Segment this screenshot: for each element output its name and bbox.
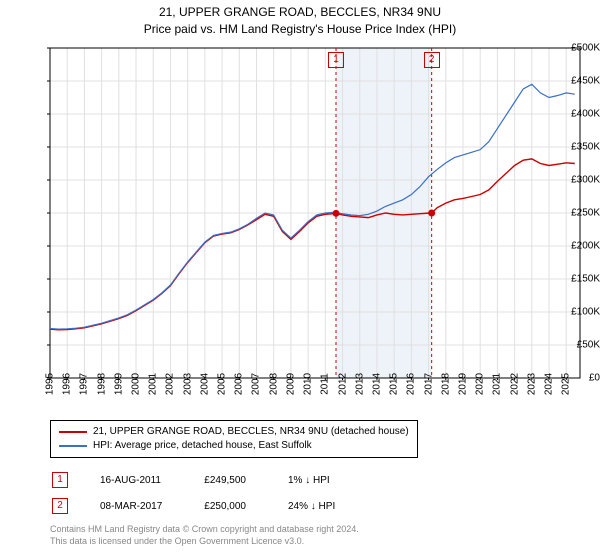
- sale-date: 08-MAR-2017: [80, 494, 202, 518]
- chart-legend: 21, UPPER GRANGE ROAD, BECCLES, NR34 9NU…: [50, 420, 418, 458]
- x-tick-label: 2018: [440, 373, 451, 395]
- y-tick-label: £400K: [556, 109, 600, 120]
- y-tick-label: £200K: [556, 241, 600, 252]
- x-tick-label: 2015: [389, 373, 400, 395]
- series-hpi: [50, 84, 575, 329]
- sale-delta: 1% ↓ HPI: [288, 468, 345, 492]
- y-tick-label: £450K: [556, 76, 600, 87]
- x-tick-label: 2014: [371, 373, 382, 395]
- x-tick-label: 2024: [544, 373, 555, 395]
- legend-label: 21, UPPER GRANGE ROAD, BECCLES, NR34 9NU…: [93, 425, 409, 439]
- legend-item: HPI: Average price, detached house, East…: [59, 439, 409, 453]
- x-tick-label: 2012: [337, 373, 348, 395]
- x-tick-label: 2023: [526, 373, 537, 395]
- y-tick-label: £100K: [556, 307, 600, 318]
- legend-label: HPI: Average price, detached house, East…: [93, 439, 312, 453]
- sale-marker-badge: 2: [52, 498, 68, 514]
- x-tick-label: 2005: [217, 373, 228, 395]
- series-property: [50, 159, 575, 330]
- x-tick-label: 2016: [406, 373, 417, 395]
- x-tick-label: 2009: [285, 373, 296, 395]
- x-tick-label: 2021: [492, 373, 503, 395]
- x-tick-label: 2004: [199, 373, 210, 395]
- x-tick-label: 1998: [96, 373, 107, 395]
- x-tick-label: 2001: [148, 373, 159, 395]
- y-tick-label: £300K: [556, 175, 600, 186]
- sale-row: 2 08-MAR-2017£250,00024% ↓ HPI: [52, 494, 345, 518]
- y-tick-label: £500K: [556, 43, 600, 54]
- x-tick-label: 2000: [131, 373, 142, 395]
- sale-price: £249,500: [204, 468, 286, 492]
- sale-marker-2: 2: [424, 52, 440, 68]
- x-tick-label: 1996: [62, 373, 73, 395]
- legend-item: 21, UPPER GRANGE ROAD, BECCLES, NR34 9NU…: [59, 425, 409, 439]
- x-tick-label: 2007: [251, 373, 262, 395]
- x-tick-label: 2003: [182, 373, 193, 395]
- x-tick-label: 2022: [509, 373, 520, 395]
- legend-swatch: [59, 445, 87, 447]
- x-tick-label: 2020: [475, 373, 486, 395]
- legend-swatch: [59, 431, 87, 433]
- y-tick-label: £250K: [556, 208, 600, 219]
- sale-delta: 24% ↓ HPI: [288, 494, 345, 518]
- sale-date: 16-AUG-2011: [80, 468, 202, 492]
- x-tick-label: 2006: [234, 373, 245, 395]
- y-tick-label: £350K: [556, 142, 600, 153]
- x-tick-label: 2013: [354, 373, 365, 395]
- x-tick-label: 1997: [79, 373, 90, 395]
- y-tick-label: £150K: [556, 274, 600, 285]
- x-tick-label: 1999: [113, 373, 124, 395]
- x-tick-label: 2010: [303, 373, 314, 395]
- x-tick-label: 2019: [457, 373, 468, 395]
- sale-marker-1: 1: [328, 52, 344, 68]
- x-tick-label: 1995: [45, 373, 56, 395]
- sale-row: 1 16-AUG-2011£249,5001% ↓ HPI: [52, 468, 345, 492]
- x-tick-label: 2002: [165, 373, 176, 395]
- sale-price: £250,000: [204, 494, 286, 518]
- footer-line-2: This data is licensed under the Open Gov…: [50, 536, 359, 548]
- y-tick-label: £50K: [556, 340, 600, 351]
- x-tick-label: 2025: [561, 373, 572, 395]
- price-chart: £0£50K£100K£150K£200K£250K£300K£350K£400…: [0, 0, 600, 418]
- footer-line-1: Contains HM Land Registry data © Crown c…: [50, 524, 359, 536]
- sale-marker-badge: 1: [52, 472, 68, 488]
- x-tick-label: 2011: [320, 373, 331, 395]
- x-tick-label: 2008: [268, 373, 279, 395]
- footer-attribution: Contains HM Land Registry data © Crown c…: [50, 524, 359, 547]
- sales-table: 1 16-AUG-2011£249,5001% ↓ HPI 2 08-MAR-2017…: [50, 466, 347, 520]
- x-tick-label: 2017: [423, 373, 434, 395]
